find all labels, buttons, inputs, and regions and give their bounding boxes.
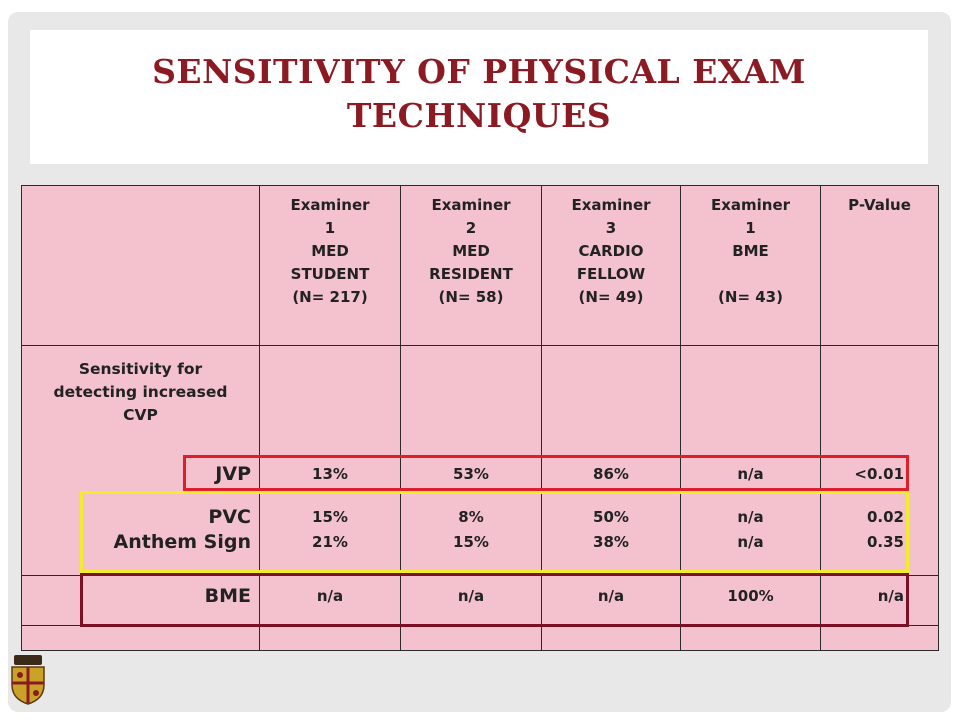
header-line: Examiner bbox=[710, 196, 791, 214]
header-line bbox=[681, 263, 820, 286]
header-line: (N= 49) bbox=[578, 288, 644, 306]
bme-value: n/a bbox=[316, 587, 344, 605]
header-line: 2 bbox=[465, 219, 477, 237]
header-line: Examiner bbox=[571, 196, 651, 214]
row-label-cell: Sensitivity for detecting increased CVP … bbox=[21, 345, 260, 651]
pvc-value: 50% bbox=[593, 508, 629, 526]
anthem-sign-p-value: 0.35 bbox=[866, 533, 904, 551]
jvp-value: n/a bbox=[737, 465, 764, 483]
jvp-value: 13% bbox=[312, 465, 348, 483]
pvc-p-value: 0.02 bbox=[866, 508, 904, 526]
header-line: (N= 217) bbox=[292, 288, 368, 306]
header-row: Examiner 1 MED STUDENT (N= 217) Examiner… bbox=[21, 185, 939, 346]
sensitivity-label: Sensitivity for detecting increased CVP bbox=[53, 360, 228, 424]
pvc-label: PVC bbox=[208, 506, 251, 528]
pvc-value: n/a bbox=[737, 508, 764, 526]
header-line: RESIDENT bbox=[429, 265, 513, 283]
header-line: FELLOW bbox=[576, 265, 646, 283]
bme-value: 100% bbox=[727, 587, 774, 605]
bme-label: BME bbox=[204, 585, 251, 607]
header-line: MED bbox=[311, 242, 349, 260]
anthem-sign-value: 15% bbox=[453, 533, 489, 551]
header-line: MED bbox=[452, 242, 490, 260]
anthem-sign-value: 21% bbox=[312, 533, 348, 551]
value-column-1: 13% 15% 21% n/a bbox=[259, 345, 401, 651]
value-column-3: 86% 50% 38% n/a bbox=[541, 345, 681, 651]
jvp-label: JVP bbox=[215, 463, 251, 485]
header-empty-cell bbox=[21, 185, 260, 346]
title-line-2: TECHNIQUES bbox=[346, 96, 612, 135]
jvp-p-value: <0.01 bbox=[854, 465, 904, 483]
jvp-value: 53% bbox=[453, 465, 489, 483]
header-line: 1 bbox=[745, 219, 756, 237]
anthem-sign-label: Anthem Sign bbox=[113, 531, 251, 553]
pvc-value: 8% bbox=[458, 508, 484, 526]
header-line: P-Value bbox=[848, 196, 911, 214]
sensitivity-table: Examiner 1 MED STUDENT (N= 217) Examiner… bbox=[21, 185, 939, 651]
header-line: STUDENT bbox=[290, 265, 370, 283]
jvp-value: 86% bbox=[593, 465, 629, 483]
header-line: (N= 58) bbox=[438, 288, 504, 306]
bme-p-value: n/a bbox=[877, 587, 904, 605]
anthem-sign-value: 38% bbox=[593, 533, 629, 551]
anthem-sign-value: n/a bbox=[737, 533, 764, 551]
title-line-1: SENSITIVITY OF PHYSICAL EXAM bbox=[152, 52, 806, 91]
bme-value: n/a bbox=[597, 587, 625, 605]
university-crest-icon bbox=[11, 655, 45, 705]
header-p-value: P-Value bbox=[820, 185, 939, 346]
header-line: BME bbox=[732, 242, 769, 260]
header-line: 1 bbox=[324, 219, 336, 237]
pvc-value: 15% bbox=[312, 508, 348, 526]
header-examiner-1-med-student: Examiner 1 MED STUDENT (N= 217) bbox=[259, 185, 401, 346]
value-column-4: n/a n/a n/a 100% bbox=[680, 345, 821, 651]
header-examiner-1-bme: Examiner 1 BME (N= 43) bbox=[680, 185, 821, 346]
header-line: CARDIO bbox=[578, 242, 644, 260]
header-examiner-3-cardio-fellow: Examiner 3 CARDIO FELLOW (N= 49) bbox=[541, 185, 681, 346]
title-box: SENSITIVITY OF PHYSICAL EXAM TECHNIQUES bbox=[30, 30, 928, 164]
header-line: Examiner bbox=[290, 196, 370, 214]
header-line: Examiner bbox=[431, 196, 511, 214]
data-row: Sensitivity for detecting increased CVP … bbox=[21, 345, 939, 651]
header-line: (N= 43) bbox=[718, 288, 783, 306]
header-examiner-2-med-resident: Examiner 2 MED RESIDENT (N= 58) bbox=[400, 185, 542, 346]
bme-value: n/a bbox=[457, 587, 485, 605]
value-column-p-value: <0.01 0.02 0.35 n/a bbox=[820, 345, 939, 651]
slide-title: SENSITIVITY OF PHYSICAL EXAM TECHNIQUES bbox=[30, 50, 928, 138]
header-line: 3 bbox=[605, 219, 617, 237]
value-column-2: 53% 8% 15% n/a bbox=[400, 345, 542, 651]
